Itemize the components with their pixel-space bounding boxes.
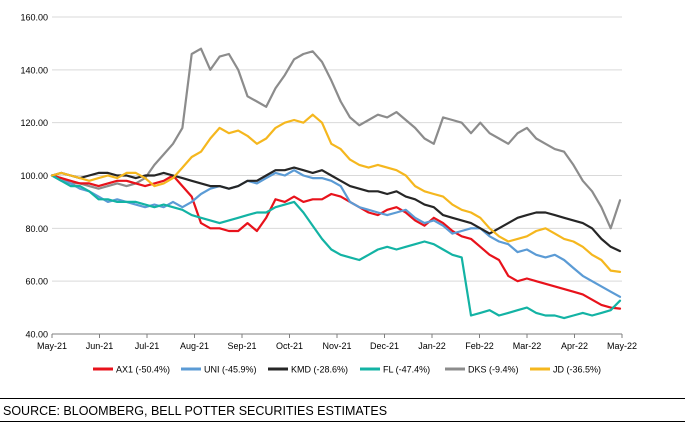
y-tick-label: 140.00 (20, 65, 48, 75)
legend-label: JD (-36.5%) (553, 365, 601, 375)
x-axis: May-21 Jun-21 Jul-21 Aug-21 Sep-21 Oct-21 Nov-… (37, 333, 637, 351)
y-tick-label: 40.00 (25, 330, 48, 340)
legend-label: AX1 (-50.4%) (116, 365, 170, 375)
x-tick-label: May-21 (37, 341, 67, 351)
y-tick-label: 60.00 (25, 277, 48, 287)
series-line (50, 174, 622, 310)
x-tick-label: Dec-21 (370, 341, 399, 351)
series-line (50, 113, 622, 273)
x-tick-label: Oct-21 (276, 341, 303, 351)
y-tick-label: 100.00 (20, 171, 48, 181)
source-rule-top (0, 398, 685, 399)
series-line (50, 174, 622, 320)
y-tick-label: 120.00 (20, 118, 48, 128)
y-tick-label: 160.00 (20, 13, 48, 23)
source-note: SOURCE: BLOOMBERG, BELL POTTER SECURITIE… (3, 404, 388, 418)
x-tick-label: Sep-21 (227, 341, 256, 351)
series-lines (50, 47, 622, 320)
source-rule-bottom (0, 421, 685, 422)
x-tick-label: May-22 (607, 341, 637, 351)
series-line (50, 169, 622, 298)
y-tick-label: 80.00 (25, 224, 48, 234)
y-axis: 40.00 60.00 80.00 100.00 120.00 140.00 160.00 (20, 13, 48, 340)
x-tick-label: Jan-22 (418, 341, 446, 351)
x-tick-label: Jun-21 (86, 341, 114, 351)
legend-label: DKS (-9.4%) (468, 365, 519, 375)
x-tick-label: Mar-22 (513, 341, 542, 351)
x-tick-label: Nov-21 (322, 341, 351, 351)
legend-label: UNI (-45.9%) (204, 365, 257, 375)
legend-label: FL (-47.4%) (383, 365, 430, 375)
x-tick-label: Jul-21 (135, 341, 160, 351)
gridlines (52, 16, 622, 282)
x-tick-label: Aug-21 (180, 341, 209, 351)
legend-label: KMD (-28.6%) (291, 365, 348, 375)
series-line (50, 166, 622, 253)
legend: AX1 (-50.4%) UNI (-45.9%) KMD (-28.6%) FL (… (93, 365, 601, 375)
line-chart: 40.0060.0080.00100.00120.00140.00160.00 … (20, 13, 637, 375)
x-tick-label: Apr-22 (561, 341, 588, 351)
x-tick-label: Feb-22 (465, 341, 494, 351)
